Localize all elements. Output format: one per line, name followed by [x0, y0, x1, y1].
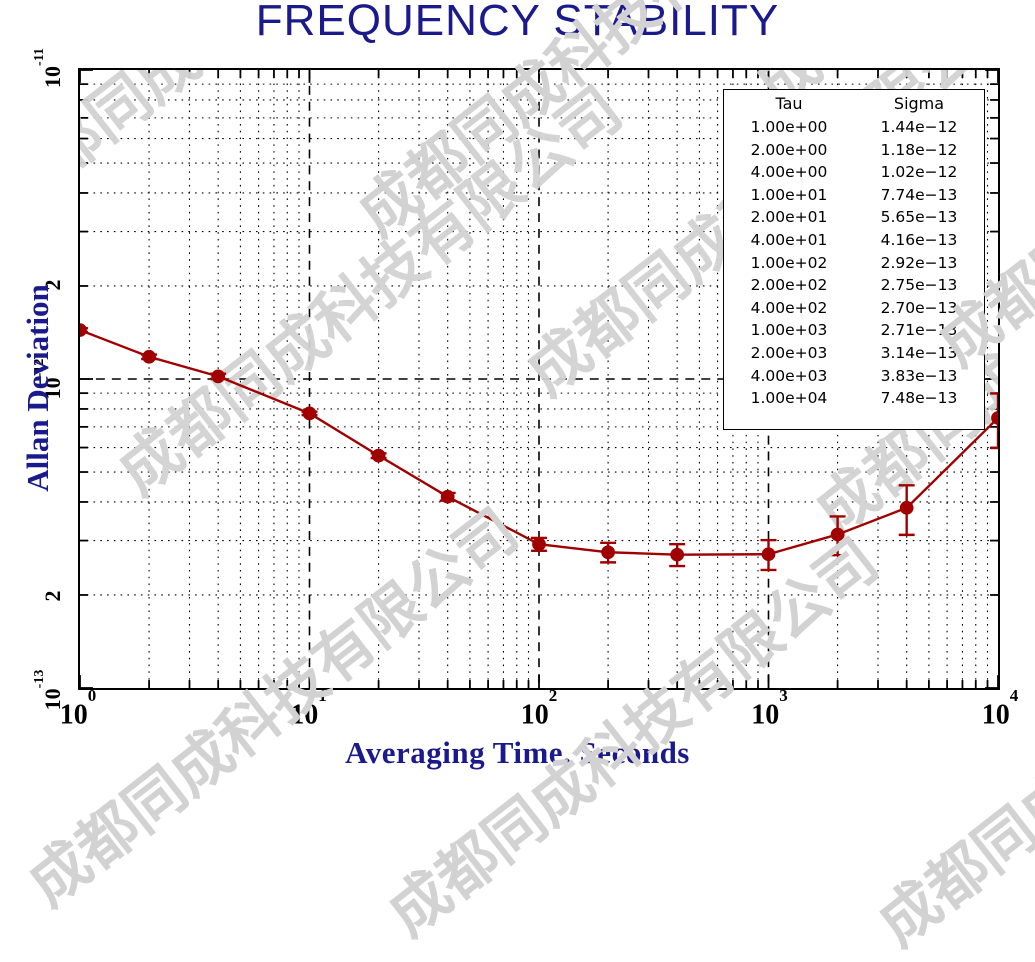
cell-sigma: 5.65e−13 — [880, 208, 958, 227]
page-title: FREQUENCY STABILITY — [255, 0, 780, 45]
cell-tau: 2.00e+01 — [750, 208, 828, 227]
x-tick-label-1: 101 — [290, 686, 327, 731]
table-row: 1.00e+02 2.92e−13 — [724, 252, 984, 275]
cell-tau: 2.00e+02 — [750, 276, 828, 295]
cell-tau: 1.00e+04 — [750, 389, 828, 408]
y-tick-mantissa: 2 — [40, 590, 65, 602]
x-tick-label-3: 103 — [751, 686, 788, 731]
y-tick-label--11: 10-11 — [32, 48, 66, 88]
table-row: 4.00e+01 4.16e−13 — [724, 229, 984, 252]
x-tick-label-4: 104 — [981, 686, 1019, 731]
cell-tau: 4.00e+03 — [750, 366, 828, 385]
column-header-tau: Tau — [775, 94, 803, 113]
cell-sigma: 1.18e−12 — [880, 140, 958, 159]
table-row: 2.00e+03 3.14e−13 — [724, 342, 984, 365]
cell-tau: 2.00e+00 — [750, 140, 828, 159]
y-tick-label-two-3: 2 — [40, 591, 66, 602]
data-series-layer — [80, 323, 998, 572]
x-tick-mantissa: 10 — [290, 699, 319, 731]
cell-sigma: 2.70e−13 — [880, 298, 958, 317]
y-tick-mantissa: 10 — [40, 65, 65, 88]
y-tick-label--13: 10-13 — [32, 670, 66, 711]
cell-sigma: 7.48e−13 — [880, 389, 958, 408]
x-tick-label-0: 100 — [59, 686, 97, 731]
cell-sigma: 3.14e−13 — [880, 343, 958, 362]
cell-tau: 1.00e+02 — [750, 253, 828, 272]
cell-sigma: 7.74e−13 — [880, 185, 958, 204]
table-row: 2.00e+02 2.75e−13 — [724, 274, 984, 297]
x-tick-exponent: 4 — [1009, 686, 1019, 706]
cell-tau: 1.00e+03 — [750, 321, 828, 340]
cell-sigma: 2.75e−13 — [880, 276, 958, 295]
column-header-sigma: Sigma — [893, 94, 945, 113]
cell-tau: 4.00e+00 — [750, 163, 828, 182]
table-row: 4.00e+00 1.02e−12 — [724, 161, 984, 184]
cell-tau: 4.00e+01 — [750, 230, 828, 249]
cell-tau: 2.00e+03 — [750, 343, 828, 362]
cell-tau: 1.00e+01 — [750, 185, 828, 204]
table-row: 1.00e+01 7.74e−13 — [724, 184, 984, 207]
table-row: 2.00e+01 5.65e−13 — [724, 206, 984, 229]
y-axis-title: Allan Deviation — [20, 284, 55, 492]
cell-sigma: 1.44e−12 — [880, 118, 958, 136]
cell-sigma: 1.02e−12 — [880, 163, 958, 182]
x-tick-mantissa: 10 — [520, 699, 549, 731]
table-row: 2.00e+00 1.18e−12 — [724, 139, 984, 162]
x-tick-mantissa: 10 — [981, 699, 1010, 731]
table: Tau Sigma 1.00e+00 1.44e−12 2.00e+00 1.18e−… — [724, 93, 984, 410]
cell-sigma: 4.16e−13 — [880, 230, 958, 249]
table-row: 1.00e+03 2.71e−13 — [724, 319, 984, 342]
x-axis-title: Averaging Time, Seconds — [345, 735, 690, 770]
y-tick-mantissa: 10 — [40, 688, 65, 711]
table-row: 1.00e+00 1.44e−12 — [724, 116, 984, 139]
x-tick-label-2: 102 — [520, 686, 558, 731]
x-tick-exponent: 3 — [779, 686, 788, 706]
table-body: 1.00e+00 1.44e−12 2.00e+00 1.18e−12 4.00e+00… — [724, 116, 984, 410]
x-tick-mantissa: 10 — [751, 699, 780, 731]
x-tick-mantissa: 10 — [59, 699, 88, 731]
y-tick-exponent: -13 — [31, 669, 47, 689]
tau-sigma-table: Tau Sigma 1.00e+00 1.44e−12 2.00e+00 1.18e−… — [723, 89, 985, 430]
cell-sigma: 3.83e−13 — [880, 366, 958, 385]
table-row: 4.00e+03 3.83e−13 — [724, 365, 984, 388]
cell-sigma: 2.71e−13 — [880, 321, 958, 340]
table-row: 4.00e+02 2.70e−13 — [724, 297, 984, 320]
x-tick-exponent: 0 — [87, 686, 97, 706]
cell-tau: 1.00e+00 — [750, 118, 828, 136]
y-tick-exponent: -11 — [31, 48, 47, 66]
table-header-row: Tau Sigma — [724, 93, 984, 116]
cell-sigma: 2.92e−13 — [880, 253, 958, 272]
cell-tau: 4.00e+02 — [750, 298, 828, 317]
table-row: 1.00e+04 7.48e−13 — [724, 387, 984, 410]
x-tick-exponent: 2 — [548, 686, 558, 706]
x-tick-exponent: 1 — [318, 686, 327, 706]
